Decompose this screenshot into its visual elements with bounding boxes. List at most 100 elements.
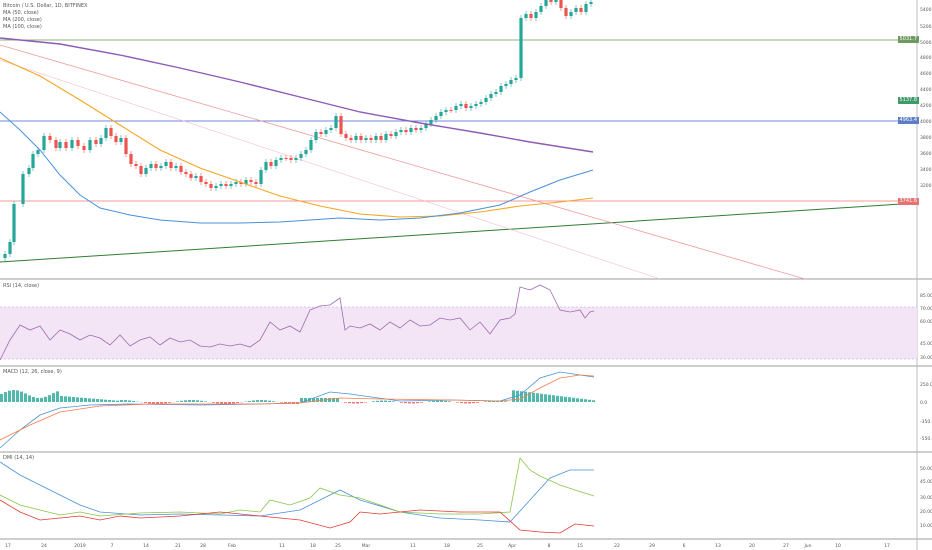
candle-body <box>234 182 238 184</box>
time-axis-label: Apr <box>508 543 516 549</box>
dmi-axis-label: 45.0000 <box>920 479 932 485</box>
macd-histogram-bar <box>152 402 155 404</box>
time-axis-label: 11 <box>279 543 285 549</box>
candle-body <box>134 164 138 166</box>
macd-histogram-bar <box>488 400 491 402</box>
candle-body <box>31 154 35 168</box>
macd-histogram-bar <box>20 391 23 402</box>
candle-body <box>564 8 568 16</box>
candle-body <box>519 18 523 78</box>
candle-body <box>109 128 113 136</box>
candle-body <box>144 168 148 174</box>
macd-histogram-bar <box>84 398 87 402</box>
candle-body <box>264 162 268 170</box>
candle-body <box>539 6 543 12</box>
adx-line <box>0 461 594 523</box>
candle-body <box>184 172 188 174</box>
candle-body <box>399 130 403 132</box>
time-axis-label: 13 <box>715 543 721 549</box>
macd-histogram-bar <box>552 395 555 402</box>
macd-histogram-bar <box>232 402 235 404</box>
macd-histogram-bar <box>204 401 207 402</box>
candle-body <box>394 132 398 136</box>
macd-histogram-bar <box>164 402 167 404</box>
macd-histogram-bar <box>512 390 515 402</box>
candle-body <box>21 174 25 204</box>
candle-body <box>139 166 143 174</box>
candle-body <box>129 154 133 164</box>
macd-histogram-bar <box>116 400 119 402</box>
candle-body <box>209 184 213 188</box>
macd-histogram-bar <box>528 392 531 402</box>
candle-body <box>42 136 46 150</box>
macd-histogram-bar <box>252 400 255 402</box>
candle-body <box>349 138 353 140</box>
macd-histogram-bar <box>588 399 591 402</box>
macd-histogram-bar <box>336 398 339 402</box>
macd-histogram-bar <box>360 402 363 404</box>
macd-histogram-bar <box>448 401 451 402</box>
candlestick-series <box>3 0 593 261</box>
macd-axis-label: -550.0 <box>920 436 932 442</box>
macd-histogram-bar <box>584 399 587 402</box>
rsi-legend: RSI (14, close) <box>3 283 40 289</box>
time-axis-label: 7 <box>111 543 114 549</box>
price-tag-resistance: 5031.7 <box>897 36 919 43</box>
macd-axis-label: 250.0 <box>920 382 932 388</box>
macd-histogram-bar <box>572 397 575 402</box>
descending-trendline <box>0 44 806 280</box>
macd-histogram-bar <box>476 402 479 403</box>
candle-body <box>344 134 348 138</box>
macd-axis-label: 0.0 <box>920 400 927 406</box>
candle-body <box>254 182 258 184</box>
price-axis-label: 3800.0 <box>920 135 932 141</box>
macd-histogram-bar <box>212 402 215 403</box>
macd-histogram-bar <box>524 391 527 402</box>
price-axis-label: 4200.0 <box>920 103 932 109</box>
time-axis-label: 25 <box>335 543 341 549</box>
candle-body <box>229 184 233 186</box>
macd-histogram-bar <box>400 402 403 403</box>
candle-body <box>554 0 558 2</box>
macd-histogram-bar <box>156 402 159 404</box>
candle-body <box>544 0 548 6</box>
macd-histogram-bar <box>92 398 95 402</box>
candle-body <box>574 8 578 12</box>
candle-body <box>304 150 308 154</box>
macd-histogram-bar <box>256 400 259 402</box>
macd-histogram-bar <box>48 395 51 402</box>
macd-histogram-bar <box>416 402 419 404</box>
candle-body <box>289 158 293 160</box>
candle-body <box>204 182 208 184</box>
candle-body <box>179 166 183 172</box>
macd-histogram-bar <box>124 400 127 402</box>
ascending-trendline <box>0 202 918 263</box>
price-axis-label: 5000.0 <box>920 40 932 46</box>
macd-histogram-bar <box>12 390 15 402</box>
macd-histogram-bar <box>516 390 519 402</box>
price-axis-label: 5400.0 <box>920 7 932 13</box>
price-axis-label: 4800.0 <box>920 55 932 61</box>
dmi-axis-label: 30.0000 <box>920 495 932 501</box>
price-axis-label: 5200.0 <box>920 24 932 30</box>
candle-body <box>514 78 518 80</box>
candle-body <box>479 102 483 104</box>
candle-body <box>119 138 123 142</box>
price-tag-support: 4963.4 <box>897 117 919 124</box>
macd-histogram-bar <box>4 392 7 402</box>
candle-body <box>499 86 503 92</box>
legend-ma100: MA (100, close) <box>3 24 42 30</box>
signal-line <box>0 374 595 441</box>
macd-histogram-bar <box>76 397 79 402</box>
candle-body <box>469 106 473 108</box>
macd-histogram-bar <box>580 398 583 402</box>
candle-body <box>214 186 218 188</box>
candle-body <box>464 104 468 108</box>
macd-histogram-bar <box>224 402 227 404</box>
candle-body <box>424 124 428 128</box>
macd-histogram-bar <box>392 401 395 402</box>
macd-histogram-bar <box>192 400 195 402</box>
candle-body <box>149 164 153 168</box>
